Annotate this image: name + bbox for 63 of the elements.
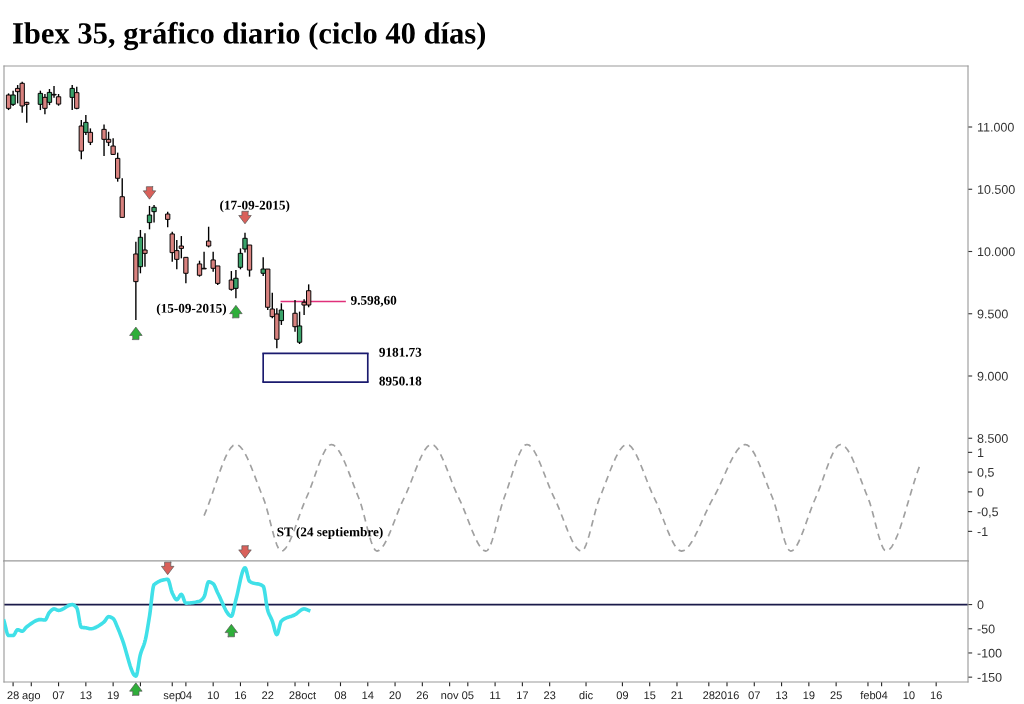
y-tick-label: 0,5 xyxy=(977,467,994,479)
annotation: (15-09-2015) xyxy=(156,303,227,316)
x-tick-label: 11 xyxy=(490,691,501,700)
x-tick-label: 2016 xyxy=(715,691,739,700)
x-tick-label: 25 xyxy=(830,691,842,700)
annotation: 9181.73 xyxy=(379,347,422,357)
x-tick-label: nov xyxy=(441,693,459,700)
x-tick-label: 19 xyxy=(107,691,119,700)
y-tick-label: -0,5 xyxy=(977,507,999,518)
x-tick-label: sep xyxy=(163,693,181,702)
x-tick-label: 22 xyxy=(262,691,274,700)
y-tick-label: 11.000 xyxy=(977,122,1014,132)
x-tick-label: 17 xyxy=(517,691,528,700)
x-tick-label: 14 xyxy=(362,691,374,700)
annotation: ST (24 septiembre) xyxy=(277,527,383,540)
x-tick-label: 28 xyxy=(703,691,715,700)
candlestick xyxy=(42,93,48,115)
x-tick-label: 04 xyxy=(875,691,888,700)
x-tick-label: 13 xyxy=(80,691,92,700)
y-tick-label: -150 xyxy=(977,672,1002,682)
x-tick-label: 04 xyxy=(180,691,192,700)
x-tick-label: 28 xyxy=(289,691,301,700)
candlestick xyxy=(119,177,125,219)
x-tick-label: 16 xyxy=(235,691,247,700)
candlestick xyxy=(101,123,107,157)
x-tick-label: 15 xyxy=(644,691,656,700)
x-tick-label: 13 xyxy=(776,691,788,700)
x-tick-label: dic xyxy=(579,691,593,700)
y-tick-label: -1 xyxy=(977,527,988,536)
y-tick-label: 1 xyxy=(977,448,984,457)
x-tick-label: 16 xyxy=(930,691,942,700)
x-tick-label: 23 xyxy=(544,691,556,700)
annotation: (17-09-2015) xyxy=(220,200,290,213)
y-tick-label: 10.000 xyxy=(977,247,1015,257)
y-tick-label: -50 xyxy=(977,624,995,634)
x-tick-label: 21 xyxy=(671,691,683,700)
x-tick-label: 05 xyxy=(462,691,474,700)
y-tick-label: 0 xyxy=(977,600,984,610)
x-tick-label: oct xyxy=(301,691,316,700)
x-tick-label: ago xyxy=(22,693,41,702)
x-tick-label: 20 xyxy=(389,691,401,700)
x-tick-label: 26 xyxy=(416,691,429,700)
x-tick-label: 19 xyxy=(803,691,815,700)
x-tick-label: 07 xyxy=(748,691,760,700)
y-tick-label: 9.500 xyxy=(977,309,1008,319)
candlestick xyxy=(142,232,148,268)
candlestick xyxy=(233,269,239,300)
y-tick-label: 8.500 xyxy=(977,434,1008,443)
x-tick-label: 09 xyxy=(616,691,629,700)
annotation: 8950.18 xyxy=(379,376,422,386)
y-tick-label: 10.500 xyxy=(977,185,1015,194)
chart-title: Ibex 35, gráfico diario (ciclo 40 días) xyxy=(13,21,486,51)
annotation: 9.598,60 xyxy=(350,295,397,307)
y-tick-label: 9.000 xyxy=(977,371,1008,381)
x-tick-label: 28 xyxy=(7,691,19,700)
y-tick-label: -100 xyxy=(977,648,1002,658)
y-tick-label: 0 xyxy=(977,487,984,497)
x-tick-label: 10 xyxy=(903,691,915,700)
x-tick-label: 07 xyxy=(52,691,65,700)
x-tick-label: feb xyxy=(860,691,876,700)
candlestick xyxy=(146,205,153,231)
x-tick-label: 08 xyxy=(334,691,347,700)
x-tick-label: 10 xyxy=(207,691,219,700)
